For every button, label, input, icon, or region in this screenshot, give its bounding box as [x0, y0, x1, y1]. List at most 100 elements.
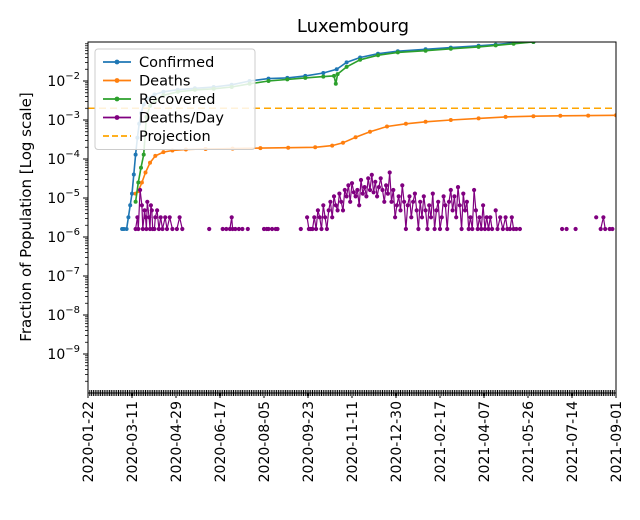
- series-deaths-point-17: [368, 129, 372, 134]
- series-deaths-day-point-150: [495, 226, 500, 232]
- series-recovered-point-17: [332, 73, 336, 78]
- series-deaths-day-point-37: [245, 226, 250, 232]
- series-confirmed-point-23: [321, 71, 326, 75]
- series-deaths-day-point-36: [240, 226, 245, 232]
- series-deaths-day-segment-99: [401, 185, 405, 202]
- series-deaths-day-point-2: [136, 226, 141, 232]
- series-deaths-day-point-106: [414, 208, 419, 213]
- series-deaths-day-point-159: [517, 226, 523, 232]
- series-deaths-day-point-66: [342, 187, 347, 193]
- series-deaths-day-point-40: [266, 226, 271, 232]
- series-recovered-point-18: [333, 81, 338, 86]
- series-deaths-day-segment-110: [421, 196, 425, 218]
- chart-title: Luxembourg: [297, 16, 409, 37]
- series-deaths-day-point-18: [156, 226, 161, 232]
- series-deaths-day-point-71: [351, 190, 356, 195]
- series-deaths-day-segment-4: [139, 189, 143, 206]
- legend-marker-recovered: [114, 96, 120, 102]
- series-deaths-day-point-130: [457, 203, 462, 208]
- series-deaths-day-point-134: [464, 199, 469, 204]
- series-deaths-day-segment-84: [374, 181, 378, 197]
- series-deaths-day-point-27: [180, 226, 185, 232]
- series-deaths-day-point-161: [564, 226, 569, 232]
- series-deaths-day-segment-116: [432, 193, 436, 230]
- series-recovered-point-23: [395, 50, 400, 55]
- series-deaths-day-point-131: [459, 226, 464, 232]
- series-deaths-day-point-83: [373, 179, 378, 184]
- series-deaths-day-point-24: [170, 226, 175, 232]
- series-confirmed-point-5: [130, 191, 134, 196]
- series-deaths-point-13: [313, 145, 318, 150]
- series-deaths-day-point-77: [362, 185, 367, 190]
- x-tick-label-10: 2021-05-26: [521, 401, 537, 482]
- series-deaths-day-point-149: [493, 208, 498, 213]
- series-deaths-day-point-144: [482, 226, 487, 232]
- y-tick-label-0: 10−9: [47, 344, 80, 363]
- y-tick-label-2: 10−7: [47, 266, 80, 285]
- series-recovered-point-22: [376, 53, 380, 58]
- series-deaths-day-point-74: [357, 203, 362, 208]
- series-deaths-point-14: [330, 143, 335, 148]
- series-deaths-day-point-87: [380, 187, 385, 193]
- series-deaths-day-point-56: [324, 226, 329, 232]
- series-deaths-day-point-137: [470, 226, 475, 232]
- series-deaths-day-point-104: [411, 199, 416, 204]
- series-deaths-day-segment-6: [142, 210, 146, 230]
- series-deaths-day-segment-70: [349, 183, 353, 202]
- series-deaths-day-segment-54: [320, 205, 324, 230]
- series-deaths-day-point-95: [394, 203, 399, 208]
- series-deaths-day-point-51: [315, 208, 320, 213]
- series-deaths-day-point-108: [418, 199, 423, 204]
- series-deaths-day-point-120: [439, 215, 444, 220]
- series-recovered-point-0: [133, 199, 138, 204]
- series-deaths-day-point-127: [452, 194, 457, 199]
- series-deaths-day-point-93: [391, 187, 396, 193]
- y-tick-label-7: 10−2: [47, 71, 80, 90]
- series-deaths-line: [135, 114, 616, 195]
- series-deaths-day-point-58: [328, 199, 333, 204]
- series-deaths-day-point-16: [153, 215, 158, 220]
- series-deaths-day-point-59: [330, 215, 335, 220]
- series-deaths-day-point-117: [434, 208, 439, 213]
- series-recovered-point-14: [285, 77, 290, 82]
- series-deaths-day-segment-124: [446, 201, 450, 230]
- series-deaths-day-point-28: [207, 226, 212, 232]
- x-tick-label-0: 2020-01-22: [81, 401, 97, 482]
- series-deaths-day-point-75: [358, 177, 364, 183]
- series-deaths-point-12: [286, 145, 291, 150]
- series-deaths-day-point-20: [160, 226, 165, 232]
- series-deaths-day-segment-104: [410, 201, 414, 218]
- series-deaths-day-point-21: [163, 215, 168, 220]
- series-deaths-day-point-116: [432, 226, 437, 232]
- series-deaths-day-point-129: [455, 185, 461, 190]
- series-deaths-day-segment-18: [156, 210, 160, 230]
- series-deaths-day-point-4: [139, 203, 144, 208]
- series-deaths-day-point-128: [454, 215, 459, 220]
- series-deaths-day-point-78: [364, 194, 369, 199]
- series-deaths-day-point-29: [220, 226, 225, 232]
- series-deaths-day-point-91: [387, 170, 392, 175]
- legend-marker-deaths: [114, 78, 120, 83]
- series-deaths-day-segment-121: [441, 196, 445, 218]
- series-recovered-point-21: [358, 57, 363, 62]
- series-deaths-day-point-162: [573, 226, 578, 232]
- series-deaths-point-4: [148, 160, 152, 165]
- series-deaths-day-segment-51: [315, 210, 319, 230]
- series-deaths-day-point-94: [393, 215, 398, 220]
- series-deaths-point-18: [385, 124, 389, 129]
- series-deaths-day-segment-150: [495, 210, 499, 230]
- series-deaths-day-point-80: [367, 187, 373, 193]
- series-confirmed-point-24: [334, 67, 339, 72]
- y-tick-label-4: 10−5: [47, 188, 80, 207]
- series-recovered-point-27: [493, 43, 498, 48]
- series-deaths-day-point-86: [378, 176, 383, 181]
- series-deaths-point-2: [139, 180, 144, 185]
- series-deaths-day-point-100: [403, 226, 408, 232]
- series-deaths-day-point-166: [603, 226, 608, 232]
- series-confirmed-point-7: [133, 152, 138, 157]
- series-deaths-day-segment-94: [392, 189, 396, 218]
- series-deaths-day-point-147: [488, 215, 493, 220]
- series-deaths-point-19: [403, 121, 408, 126]
- series-deaths-day-point-25: [174, 226, 179, 232]
- series-deaths-day-point-9: [145, 199, 150, 204]
